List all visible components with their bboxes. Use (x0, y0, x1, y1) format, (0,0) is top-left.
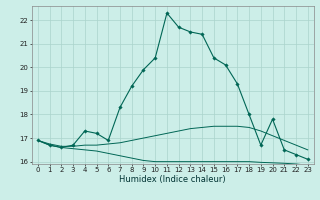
X-axis label: Humidex (Indice chaleur): Humidex (Indice chaleur) (119, 175, 226, 184)
